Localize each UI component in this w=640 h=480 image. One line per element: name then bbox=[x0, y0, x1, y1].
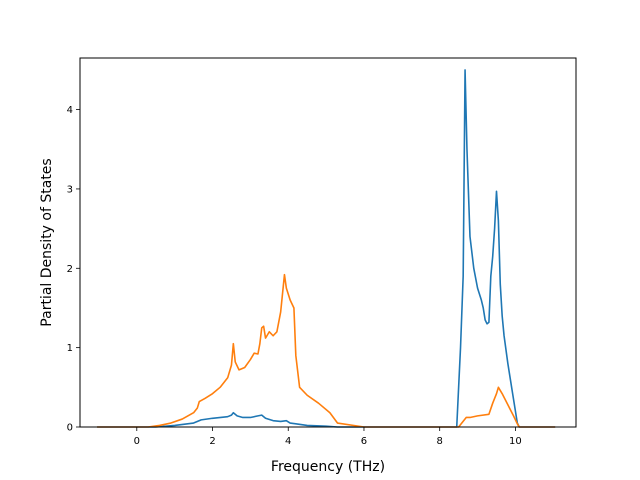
x-tick-label: 0 bbox=[134, 436, 140, 447]
series-1-line bbox=[97, 69, 556, 428]
y-tick-label: 1 bbox=[67, 343, 73, 354]
y-axis-label: Partial Density of States bbox=[39, 158, 55, 326]
plot-frame bbox=[79, 57, 577, 428]
y-tick-label: 2 bbox=[67, 264, 73, 275]
y-tick-label: 4 bbox=[67, 105, 73, 116]
series-2-line bbox=[97, 273, 556, 428]
y-tick-label: 3 bbox=[67, 184, 73, 195]
x-tick-label: 4 bbox=[285, 436, 291, 447]
x-tick-label: 6 bbox=[361, 436, 367, 447]
plot-lines bbox=[97, 69, 556, 428]
x-tick-label: 10 bbox=[509, 436, 522, 447]
x-axis-label: Frequency (THz) bbox=[271, 459, 385, 475]
y-axis-ticks: 0 1 2 3 4 bbox=[67, 105, 80, 434]
x-tick-label: 2 bbox=[209, 436, 215, 447]
x-axis-ticks: 0 2 4 6 8 10 bbox=[134, 427, 522, 447]
y-tick-label: 0 bbox=[67, 423, 73, 434]
x-tick-label: 8 bbox=[437, 436, 443, 447]
